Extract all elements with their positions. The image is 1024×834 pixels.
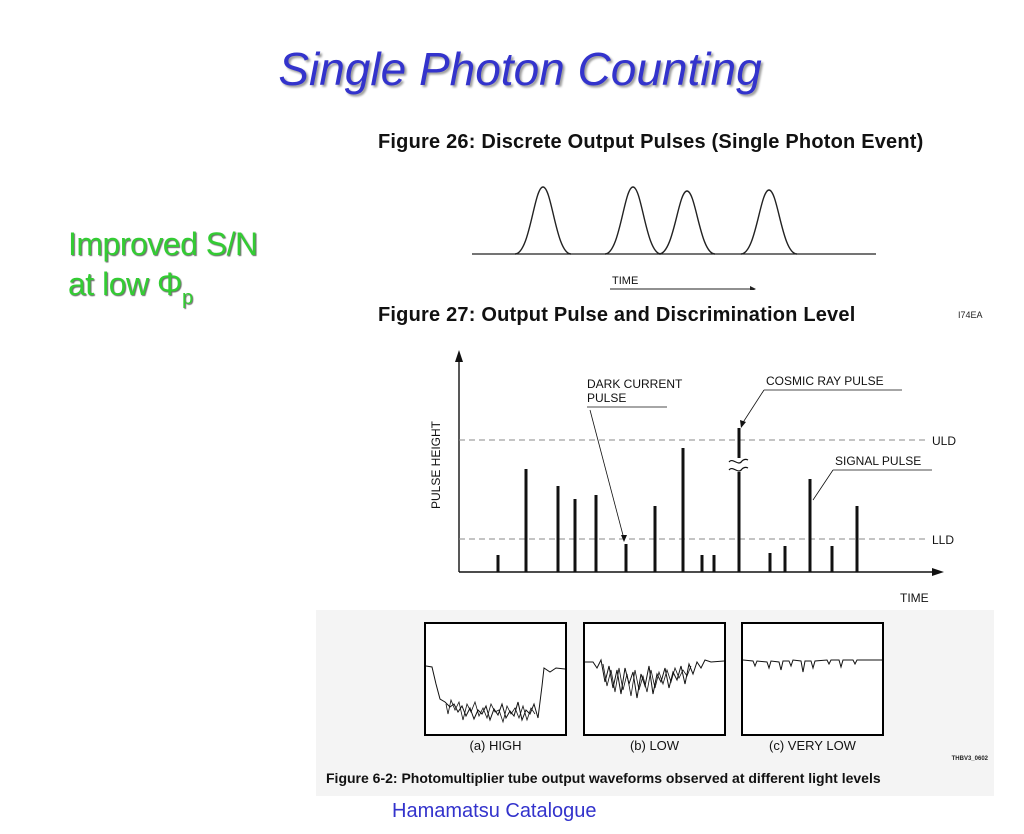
dark-current-arrowhead [621,535,627,542]
figure-6-2-panel: (a) HIGH (b) LOW (c) VERY LOW THBV3_0602… [316,610,994,796]
waveform-high-box [424,622,567,736]
dark-current-label-2: PULSE [587,391,626,405]
fig26-time-arrowhead [750,286,756,290]
figure-26-caption: Figure 26: Discrete Output Pulses (Singl… [378,131,924,153]
dark-current-leader [589,409,625,540]
fig26-pulse [658,190,716,255]
fig27-y-arrowhead [455,350,463,362]
figure-6-2-code: THBV3_0602 [951,756,988,762]
waveform-very-low-box [741,622,884,736]
waveform-low-box [583,622,726,736]
fig26-pulse [740,189,798,255]
side-note-line-2: at low Φp [68,264,258,318]
fig26-pulse [604,186,662,255]
uld-label: ULD [932,434,956,448]
waveform-high-label: (a) HIGH [469,738,522,753]
figure-6-2-caption: Figure 6-2: Photomultiplier tube output … [326,770,881,786]
fig27-axis-break [728,458,749,464]
fig27-x-arrowhead [932,568,944,576]
signal-pulse-label: SIGNAL PULSE [835,454,921,468]
fig27-pulses [496,428,859,572]
figure-27-caption: Figure 27: Output Pulse and Discriminati… [378,304,856,326]
side-note-line-1: Improved S/N [68,226,258,262]
fig26-pulse [514,186,572,255]
fig27-x-axis-label: TIME [900,591,929,605]
cosmic-ray-leader [741,389,765,425]
cosmic-ray-label: COSMIC RAY PULSE [766,374,884,388]
slide-title: Single Photon Counting [278,43,762,95]
phi-symbol: Φ [156,266,183,302]
dark-current-label: DARK CURRENT [587,377,683,391]
fig27-axis-break [728,466,749,472]
fig27-axis-break-gap [730,458,748,472]
fig26-time-label: TIME [612,275,638,287]
side-note-prefix: at low [68,266,157,302]
source-credit: Hamamatsu Catalogue [392,800,597,822]
waveform-low-label: (b) LOW [629,738,680,753]
waveform-high [425,665,566,724]
waveform-very-low-label: (c) VERY LOW [769,738,856,753]
phi-subscript: p [182,287,193,309]
cosmic-ray-arrowhead [740,420,746,428]
figure-27-diagram: PULSE HEIGHT TIME ULD LLD DARK CURRENT P… [429,350,956,605]
lld-label: LLD [932,533,954,547]
signal-pulse-leader [812,469,834,501]
fig27-y-axis-label: PULSE HEIGHT [429,420,443,509]
waveform-low [585,658,725,699]
figure-27-code: I74EA [958,310,983,320]
waveform-very-low [742,659,882,673]
figure-26-diagram: TIME [472,186,876,290]
side-note: Improved S/N at low Φp [68,224,258,318]
